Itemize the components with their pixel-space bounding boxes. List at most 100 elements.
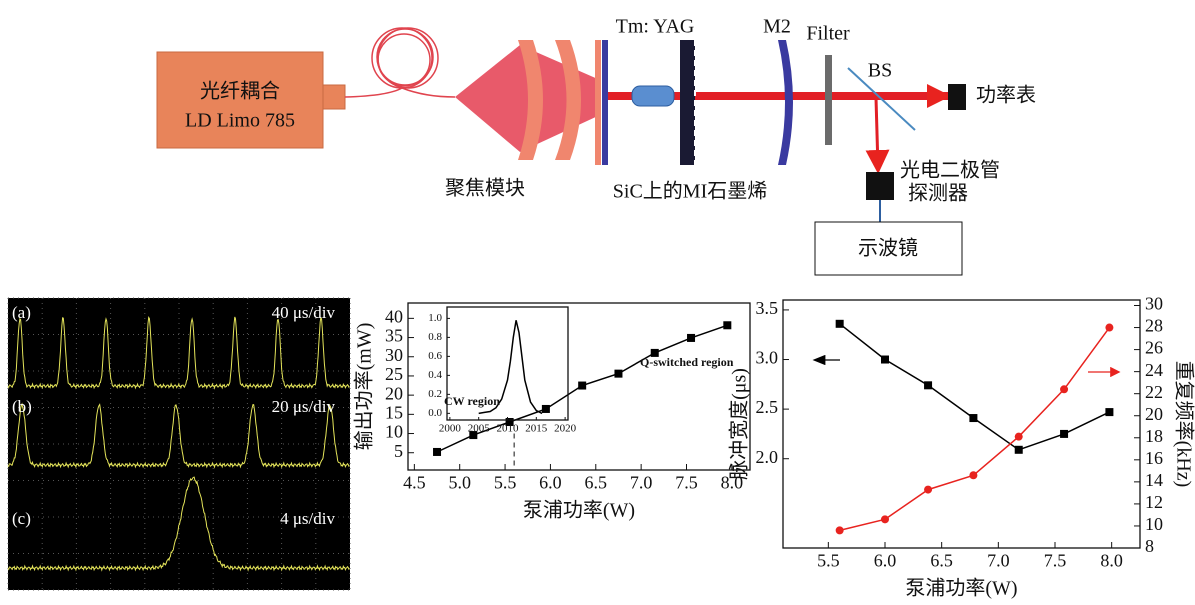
label: 示波镜 bbox=[858, 237, 918, 260]
beam-splitter bbox=[847, 67, 916, 131]
laser-diode bbox=[156, 51, 324, 149]
x-tick-label: 7.0 bbox=[630, 473, 653, 493]
x-tick-label: 6.0 bbox=[539, 473, 562, 493]
marker bbox=[541, 404, 550, 413]
marker bbox=[1060, 429, 1069, 438]
y-tick-label: 15 bbox=[385, 402, 403, 422]
connector bbox=[322, 84, 346, 110]
y-tick-label: 0.0 bbox=[428, 407, 442, 419]
input-mirror bbox=[595, 40, 601, 165]
y2-tick-label: 8 bbox=[1145, 536, 1154, 556]
time-scale: 20 μs/div bbox=[272, 397, 336, 416]
time-scale: 40 μs/div bbox=[272, 303, 336, 322]
x-tick-label: 2010 bbox=[497, 422, 520, 434]
trace bbox=[7, 402, 350, 469]
label: 探测器 bbox=[908, 182, 968, 205]
x-tick-label: 5.5 bbox=[494, 473, 517, 493]
y-tick-label: 2.0 bbox=[756, 447, 779, 467]
marker bbox=[969, 471, 978, 480]
lens bbox=[518, 40, 543, 160]
charts: 4.5 5.0 5.5 6.0 6.5 7.0 7.5 8.0510152025303540泵… bbox=[353, 294, 1195, 600]
output-mirror bbox=[778, 40, 793, 165]
y-tick-label: 0.2 bbox=[428, 388, 442, 400]
y2-tick-label: 14 bbox=[1145, 470, 1163, 490]
y2-tick-label: 30 bbox=[1145, 294, 1163, 314]
trace bbox=[7, 476, 350, 572]
y-axis-label: 输出功率(mW) bbox=[353, 323, 376, 451]
panel-label: (c) bbox=[12, 509, 31, 528]
marker bbox=[687, 333, 696, 342]
y2-axis-label: 重复频率(kHz) bbox=[1172, 361, 1195, 488]
label: BS bbox=[868, 60, 892, 82]
y2-tick-label: 12 bbox=[1145, 492, 1163, 512]
marker bbox=[1105, 408, 1114, 417]
marker bbox=[881, 515, 889, 524]
series-line bbox=[478, 320, 543, 415]
x-tick-label: 2015 bbox=[525, 422, 548, 434]
marker bbox=[1014, 432, 1023, 441]
fiber-coil bbox=[344, 27, 456, 98]
x-tick-label: 7.5 bbox=[675, 473, 698, 493]
oscilloscope-box bbox=[814, 221, 963, 276]
y-tick-label: 25 bbox=[385, 364, 403, 384]
y-tick-label: 3.5 bbox=[756, 298, 779, 318]
marker bbox=[924, 381, 933, 390]
y-tick-label: 1.0 bbox=[428, 312, 442, 324]
label: LD Limo 785 bbox=[185, 110, 295, 132]
marker bbox=[835, 526, 844, 535]
marker bbox=[469, 431, 478, 440]
x-tick-label: 7.5 bbox=[1044, 551, 1067, 571]
x-tick-label: 2005 bbox=[468, 422, 491, 434]
pump-beam bbox=[455, 45, 600, 152]
y2-tick-label: 10 bbox=[1145, 514, 1163, 534]
setup-diagram: 光纤耦合 LD Limo 785 Tm: YAG M2 Filter BS 功率… bbox=[156, 16, 1036, 276]
y-tick-label: 20 bbox=[385, 383, 403, 403]
marker bbox=[505, 418, 514, 427]
marker bbox=[835, 319, 844, 328]
y-tick-label: 2.5 bbox=[756, 397, 779, 417]
x-tick-label: 2020 bbox=[554, 422, 577, 434]
annotation: CW region bbox=[444, 394, 500, 408]
label: SiC上的MI石墨烯 bbox=[613, 180, 767, 203]
panel-label: (b) bbox=[12, 397, 32, 416]
x-tick-label: 6.0 bbox=[874, 551, 897, 571]
input-mirror bbox=[602, 40, 608, 165]
marker bbox=[924, 485, 933, 494]
y2-tick-label: 26 bbox=[1145, 338, 1163, 358]
marker bbox=[433, 447, 442, 456]
x-tick-label: 8.0 bbox=[721, 473, 744, 493]
marker bbox=[650, 348, 659, 357]
lens bbox=[555, 40, 581, 160]
power-meter bbox=[948, 84, 966, 110]
marker bbox=[1105, 323, 1114, 332]
marker bbox=[614, 369, 623, 378]
x-tick-label: 2000 bbox=[439, 422, 462, 434]
label: 聚焦模块 bbox=[445, 177, 525, 200]
x-tick-label: 5.5 bbox=[817, 551, 840, 571]
detector bbox=[866, 172, 894, 200]
y-tick-label: 0.6 bbox=[428, 350, 442, 362]
x-tick-label: 8.0 bbox=[1100, 551, 1123, 571]
x-tick-label: 7.0 bbox=[987, 551, 1010, 571]
y2-tick-label: 20 bbox=[1145, 404, 1163, 424]
x-tick-label: 5.0 bbox=[448, 473, 471, 493]
y-axis-label: 脉冲宽度(μs) bbox=[728, 368, 751, 480]
reflected-beam bbox=[865, 97, 890, 174]
marker bbox=[578, 381, 587, 390]
y-tick-label: 3.0 bbox=[756, 348, 779, 368]
series-line bbox=[839, 323, 1110, 451]
y2-tick-label: 22 bbox=[1145, 382, 1163, 402]
y-tick-label: 40 bbox=[385, 306, 403, 326]
y-tick-label: 5 bbox=[394, 441, 403, 461]
y2-tick-label: 18 bbox=[1145, 426, 1163, 446]
x-tick-label: 6.5 bbox=[930, 551, 953, 571]
plot-frame bbox=[782, 299, 1141, 549]
marker bbox=[881, 355, 889, 364]
y2-tick-label: 24 bbox=[1145, 360, 1163, 380]
panel-label: (a) bbox=[12, 303, 31, 322]
y2-tick-label: 28 bbox=[1145, 316, 1163, 336]
crystal bbox=[631, 85, 675, 107]
trace bbox=[7, 316, 350, 390]
